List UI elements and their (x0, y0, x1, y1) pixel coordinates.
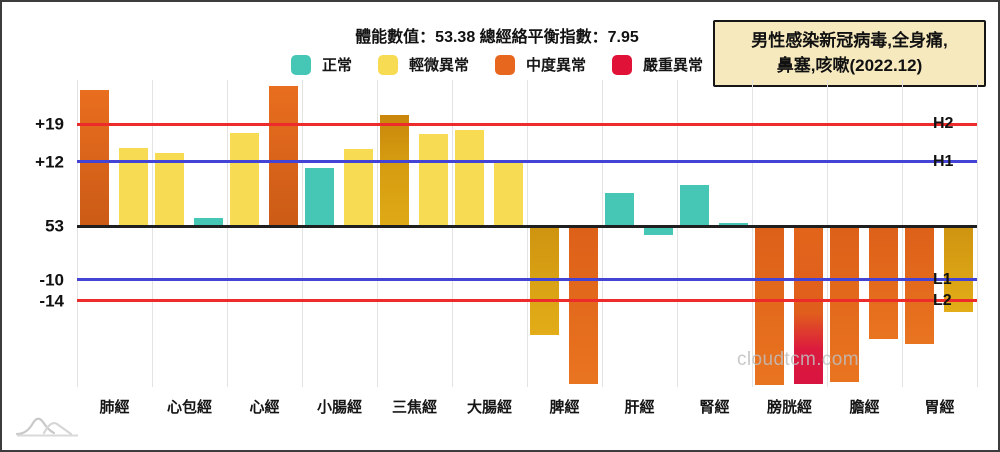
bar-腎經-1[interactable] (680, 184, 709, 226)
patient-note-line2: 鼻塞,咳嗽(2022.12) (776, 55, 923, 75)
bar-大腸經-2[interactable] (494, 162, 523, 226)
y-axis-label-+19: +19 (35, 114, 64, 134)
chart-legend: 正常 輕微異常 中度異常 嚴重異常 (2, 54, 992, 75)
plot-gridline (377, 80, 378, 387)
legend-item-normal[interactable]: 正常 (290, 54, 352, 75)
bar-心包經-1[interactable] (155, 153, 184, 226)
mountains-logo-icon (15, 417, 78, 437)
plot-gridline (77, 80, 78, 387)
x-axis-label-膀胱經: 膀胱經 (766, 399, 812, 416)
plot-gridline (227, 80, 228, 387)
plot-gridline (452, 80, 453, 387)
x-axis-label-脾經: 脾經 (549, 399, 580, 416)
legend-label: 正常 (321, 57, 352, 74)
patient-note-line1: 男性感染新冠病毒,全身痛, (751, 31, 948, 50)
plot-gridline (677, 80, 678, 387)
plot-gridline (302, 80, 303, 387)
y-axis-label--14: -14 (39, 291, 64, 311)
bar-肺經-1[interactable] (80, 90, 109, 226)
legend-swatch-severe-icon (612, 54, 633, 75)
threshold-line-L2 (77, 299, 977, 303)
x-axis-label-肝經: 肝經 (624, 399, 655, 416)
bar-膽經-1[interactable] (830, 226, 859, 383)
y-axis-label-53: 53 (45, 216, 64, 236)
plot-gridline (527, 80, 528, 387)
plot-gridline (902, 80, 903, 387)
patient-note-box: 男性感染新冠病毒,全身痛, 鼻塞,咳嗽(2022.12) (713, 20, 986, 88)
x-axis-label-胃經: 胃經 (924, 399, 955, 416)
chart-title: 體能數值：53.38 總經絡平衡指數：7.95 (355, 29, 639, 46)
x-axis-label-心包經: 心包經 (166, 399, 212, 416)
threshold-line-L1 (77, 278, 977, 281)
x-axis-label-肺經: 肺經 (99, 399, 130, 416)
bar-胃經-2[interactable] (944, 226, 973, 313)
threshold-label-H1: H1 (933, 152, 954, 170)
legend-swatch-moderate-icon (495, 54, 515, 75)
legend-item-moderate[interactable]: 中度異常 (495, 54, 586, 75)
x-axis-label-小腸經: 小腸經 (316, 399, 362, 416)
plot-gridline (752, 80, 753, 387)
legend-label: 中度異常 (526, 57, 587, 74)
bar-大腸經-1[interactable] (455, 130, 484, 226)
bar-膀胱經-2[interactable] (794, 226, 823, 384)
bar-三焦經-2[interactable] (419, 133, 448, 226)
x-axis-label-腎經: 腎經 (699, 399, 730, 416)
x-axis-label-心經: 心經 (249, 399, 280, 416)
x-axis-label-膽經: 膽經 (849, 399, 880, 416)
threshold-label-L1: L1 (933, 270, 952, 288)
legend-item-mild[interactable]: 輕微異常 (377, 54, 469, 75)
bar-脾經-2[interactable] (569, 226, 598, 384)
legend-swatch-normal-icon (290, 54, 311, 75)
y-axis-label-+12: +12 (35, 152, 64, 172)
legend-item-severe[interactable]: 嚴重異常 (612, 54, 703, 75)
threshold-line-H1 (77, 160, 977, 164)
bar-肝經-1[interactable] (605, 192, 634, 226)
threshold-line-H2 (77, 122, 977, 126)
legend-label: 嚴重異常 (643, 57, 704, 74)
plot-gridline (827, 80, 828, 387)
bar-心包經-2[interactable] (194, 217, 223, 226)
plot-gridline (977, 80, 978, 387)
bar-三焦經-1[interactable] (380, 115, 409, 226)
x-axis-label-三焦經: 三焦經 (391, 399, 437, 416)
bar-膽經-2[interactable] (869, 226, 898, 339)
x-axis-label-大腸經: 大腸經 (466, 399, 512, 416)
bar-心經-1[interactable] (230, 132, 259, 226)
bar-肝經-2[interactable] (644, 226, 673, 236)
plot-gridline (152, 80, 153, 387)
threshold-label-L2: L2 (933, 291, 952, 309)
bar-腎經-2[interactable] (719, 222, 748, 226)
bar-胃經-1[interactable] (905, 226, 934, 345)
y-axis-label--10: -10 (39, 270, 64, 289)
bar-小腸經-1[interactable] (305, 168, 334, 226)
plot-gridline (602, 80, 603, 387)
watermark: cloudtcm.com (737, 349, 860, 370)
legend-label: 輕微異常 (408, 57, 469, 74)
threshold-label-H2: H2 (933, 115, 954, 133)
bar-膀胱經-1[interactable] (755, 226, 784, 385)
baseline-line (77, 224, 977, 228)
bar-心經-2[interactable] (269, 85, 298, 226)
legend-swatch-mild-icon (377, 54, 398, 75)
